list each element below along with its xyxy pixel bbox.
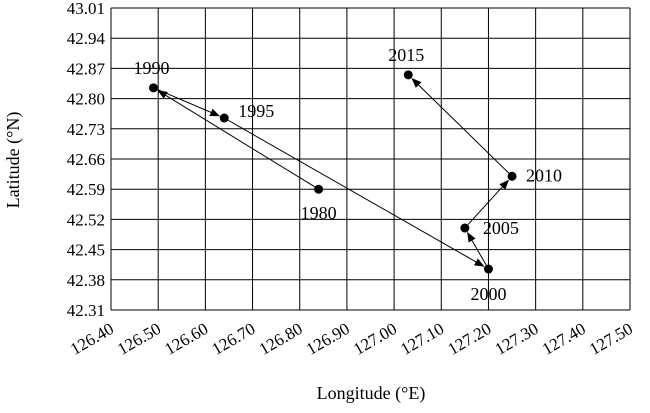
point-2010 [507,171,517,181]
y-tick-label: 42.45 [67,241,105,260]
point-label-2015: 2015 [388,45,424,65]
x-tick-label: 127.40 [539,319,589,359]
arrow-1980-to-1990 [157,90,316,188]
point-label-1990: 1990 [133,58,169,78]
x-tick-label: 126.90 [303,319,353,359]
y-tick-label: 42.94 [67,29,106,48]
x-axis-title: Longitude (°E) [317,383,426,404]
point-1995 [219,113,229,123]
point-1980 [314,184,324,194]
x-tick-label: 126.40 [67,319,117,359]
y-tick-label: 42.38 [67,271,105,290]
y-tick-label: 42.31 [67,301,105,320]
point-2000 [483,264,493,274]
point-label-2010: 2010 [526,165,562,185]
x-tick-label: 127.00 [350,319,400,359]
point-2005 [460,223,470,233]
x-axis-ticks: 126.40126.50126.60126.70126.80126.90127.… [67,319,636,359]
y-axis-ticks: 42.31 42.38 42.45 42.52 42.59 42.66 42.73 42.80… [67,0,106,320]
arrow-1990-to-1995 [157,89,221,117]
arrow-2010-to-2015 [411,78,510,174]
point-2015 [403,70,413,80]
grid [110,7,631,311]
y-tick-label: 43.01 [67,0,105,18]
arrow-2005-to-2010 [467,179,510,226]
y-tick-label: 42.80 [67,90,105,109]
x-tick-label: 126.60 [161,319,211,359]
point-1990 [148,83,158,93]
y-tick-label: 42.52 [67,210,105,229]
y-tick-label: 42.66 [67,150,105,169]
y-tick-label: 42.59 [67,180,105,199]
trajectory-arrows [157,78,510,267]
x-tick-label: 127.10 [397,319,447,359]
x-tick-label: 126.80 [256,319,306,359]
x-tick-label: 127.30 [492,319,542,359]
arrow-1995-to-2000 [227,119,485,267]
y-tick-label: 42.87 [67,59,106,78]
arrow-2000-to-2005 [467,231,487,266]
point-label-2005: 2005 [483,218,519,238]
data-points [148,70,517,274]
point-label-1995: 1995 [238,101,274,121]
point-label-2000: 2000 [470,284,506,304]
point-labels: 1980 1990 1995 2000 2005 2010 2015 [133,45,562,304]
x-tick-label: 126.70 [209,319,259,359]
point-label-1980: 1980 [301,203,337,223]
y-tick-label: 42.73 [67,120,105,139]
x-tick-label: 127.20 [444,319,494,359]
y-axis-title: Latitude (°N) [3,112,24,209]
x-tick-label: 127.50 [586,319,636,359]
x-tick-label: 126.50 [114,319,164,359]
